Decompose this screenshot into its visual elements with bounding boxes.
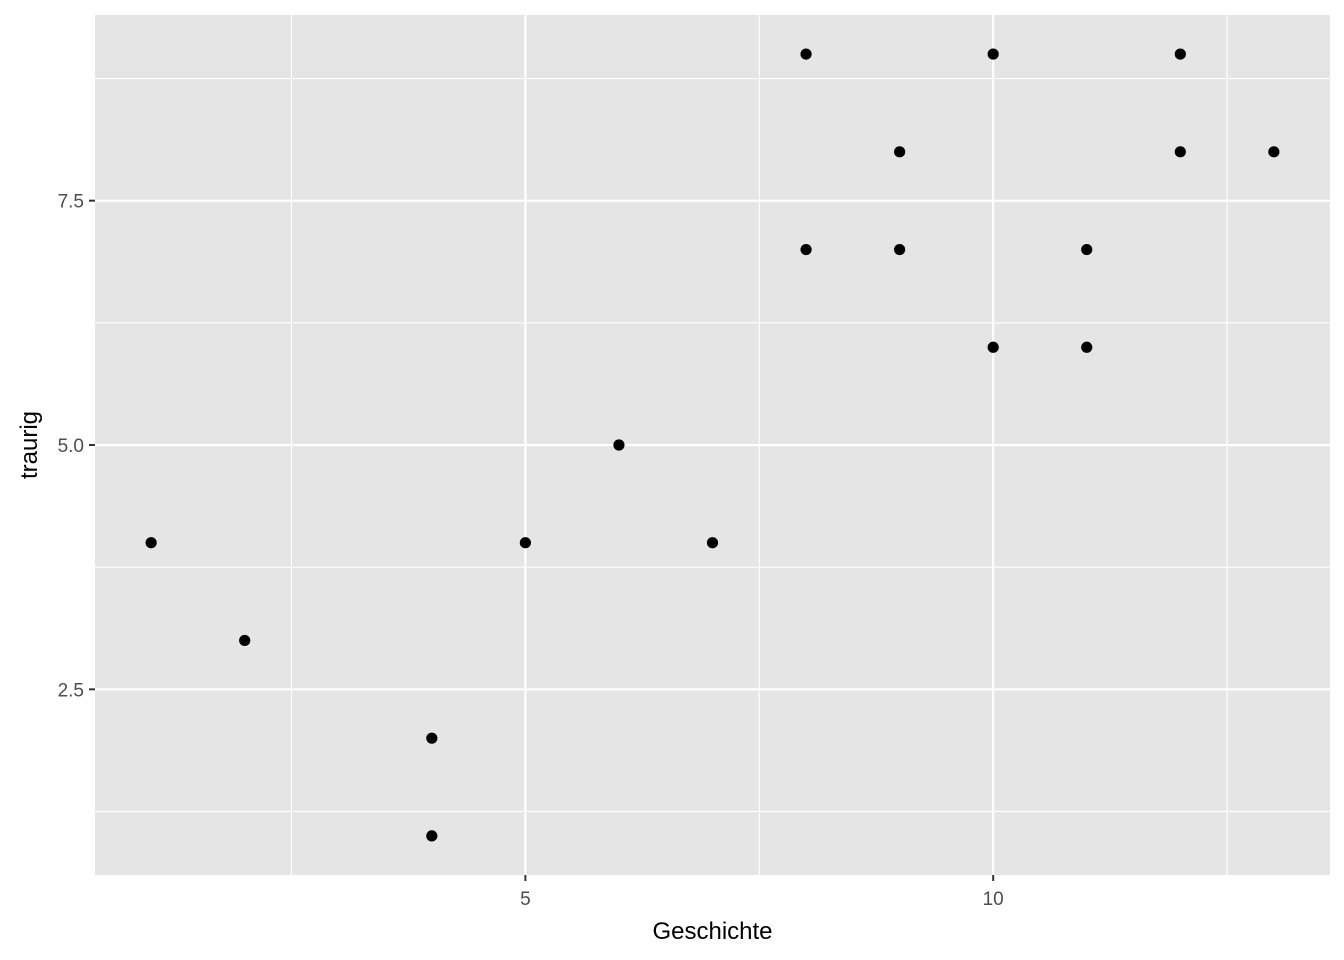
data-point [613,439,625,451]
y-tick-label: 5.0 [58,436,84,457]
data-point [894,146,906,158]
data-point [1174,146,1186,158]
data-point [706,537,719,549]
y-axis-title: traurig [16,411,43,479]
x-tick-label: 5 [520,889,531,910]
data-point [800,243,812,256]
data-point [987,341,999,353]
y-tick-label: 7.5 [58,192,84,213]
data-point [426,830,438,842]
data-point [987,48,999,60]
data-point [800,48,812,60]
data-point [519,537,531,549]
x-axis: 5 10 [520,875,1004,910]
data-point [426,732,438,744]
data-point [1174,48,1186,60]
x-axis-title: Geschichte [652,918,772,945]
y-axis: 2.5 5.0 7.5 [58,192,95,701]
data-point [239,634,251,647]
major-gridlines [95,15,1330,875]
data-point [1268,146,1280,158]
data-point [1081,243,1093,256]
data-point [1081,341,1093,353]
x-tick-label: 10 [983,889,1004,910]
data-points [145,48,1280,842]
data-point [145,537,157,549]
y-tick-label: 2.5 [58,680,84,701]
data-point [894,243,906,256]
